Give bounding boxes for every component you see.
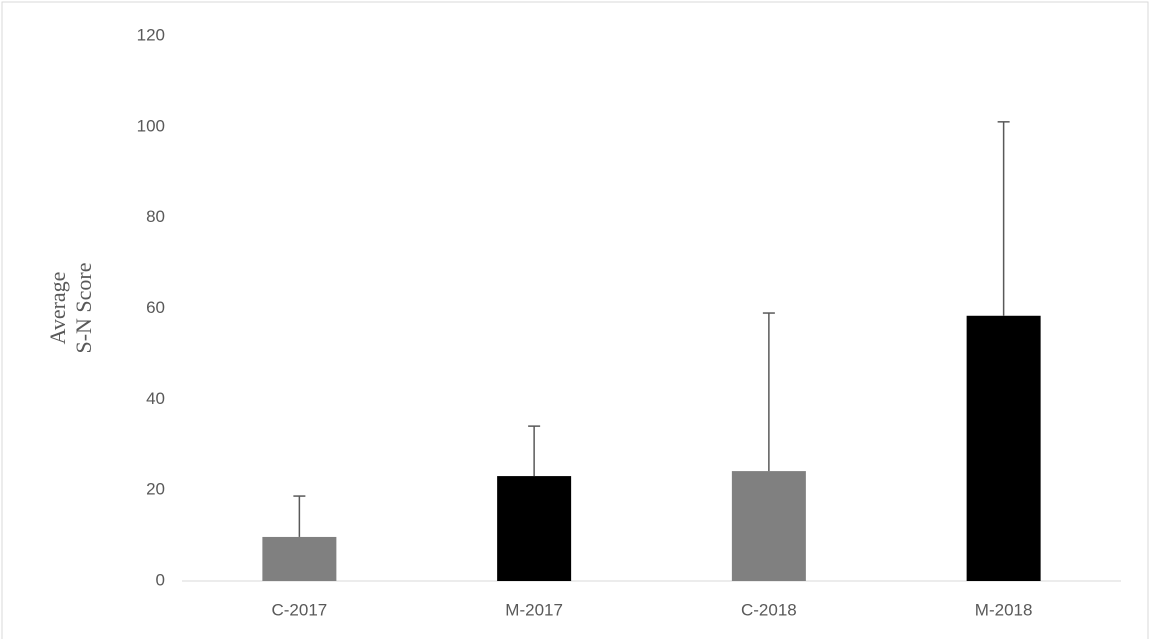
x-tick-label: M-2018 (975, 600, 1033, 619)
bar (497, 476, 572, 581)
x-tick-label: C-2018 (741, 600, 797, 619)
y-tick-label: 80 (146, 207, 165, 226)
error-bar (762, 312, 775, 472)
y-axis-label-line: Average (45, 272, 70, 345)
bar (731, 471, 806, 581)
error-bar (528, 425, 541, 477)
y-tick-label: 60 (146, 298, 165, 317)
x-tick-label: M-2017 (505, 600, 563, 619)
bar (966, 315, 1041, 581)
y-tick-label: 20 (146, 480, 165, 499)
error-bar (997, 121, 1010, 316)
y-tick-label: 120 (137, 25, 165, 44)
error-bar (293, 495, 306, 537)
y-axis-label: Average S-N Score (45, 262, 96, 353)
bar (262, 536, 337, 581)
y-tick-label: 100 (137, 116, 165, 135)
y-tick-label: 0 (156, 570, 165, 589)
y-tick-label: 40 (146, 389, 165, 408)
y-axis-label-line: S-N Score (71, 262, 96, 353)
x-tick-label: C-2017 (271, 600, 327, 619)
